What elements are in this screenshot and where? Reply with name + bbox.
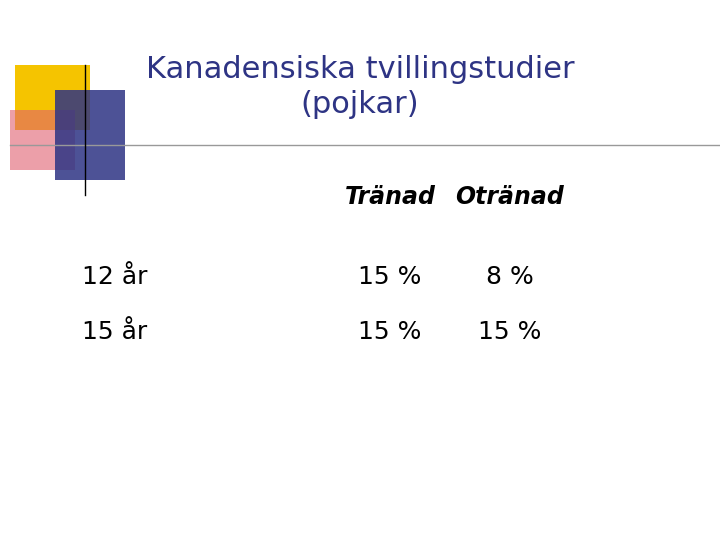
Text: 15 %: 15 % <box>359 320 422 344</box>
Text: 12 år: 12 år <box>82 265 148 289</box>
Text: 15 %: 15 % <box>359 265 422 289</box>
Text: 15 år: 15 år <box>82 320 148 344</box>
Text: 8 %: 8 % <box>486 265 534 289</box>
Text: Kanadensiska tvillingstudier
(pojkar): Kanadensiska tvillingstudier (pojkar) <box>145 55 575 119</box>
Bar <box>55 90 125 180</box>
Bar <box>15 65 90 130</box>
Bar <box>10 110 75 170</box>
Text: 15 %: 15 % <box>478 320 541 344</box>
Text: Otränad: Otränad <box>456 185 564 209</box>
Text: Tränad: Tränad <box>345 185 436 209</box>
